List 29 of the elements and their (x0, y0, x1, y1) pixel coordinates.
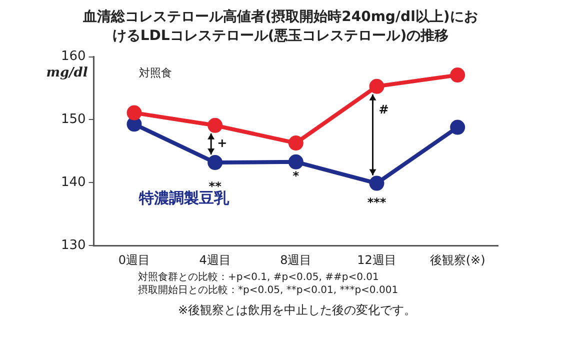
point (208, 118, 223, 133)
x-tick-label: 12週目 (357, 252, 396, 267)
point (450, 120, 466, 135)
point (126, 105, 142, 120)
text: 対照食 (139, 66, 172, 80)
y-axis-title: mg/dl (46, 66, 88, 81)
y-tick-label: 150 (60, 112, 86, 128)
x-tick-label: 後観察(※) (430, 252, 486, 267)
point (450, 68, 466, 83)
y-tick-label: 160 (60, 49, 86, 64)
annotation: * (292, 169, 300, 184)
chart-title: 血清総コレステロール高値者(摂取開始時240mg/dl以上)におけるLDLコレステロール(悪玉コレステロール)の推移 (82, 8, 479, 46)
y-tick-label: 140 (60, 175, 86, 190)
annotation: *** (367, 195, 387, 210)
x-tick-label: 8週目 (280, 252, 312, 267)
y-tick-label: 130 (60, 238, 86, 253)
text: 対照食群との比較：+p<0.1, #p<0.05, ##p<0.01 (138, 271, 380, 284)
x-tick-label: 0週目 (118, 252, 150, 267)
point (208, 155, 223, 170)
x-tick-label: 4週目 (199, 252, 231, 267)
annotation: # (378, 102, 389, 117)
point (126, 116, 142, 132)
point (369, 78, 384, 94)
point (288, 154, 304, 170)
point (288, 136, 304, 151)
annotation: + (217, 136, 228, 150)
point (369, 176, 384, 191)
text: ※後観察とは飲用を中止した後の変化です。 (178, 302, 418, 319)
text: 摂取開始日との比較：*p<0.05, **p<0.01, ***p<0.001 (138, 284, 400, 297)
